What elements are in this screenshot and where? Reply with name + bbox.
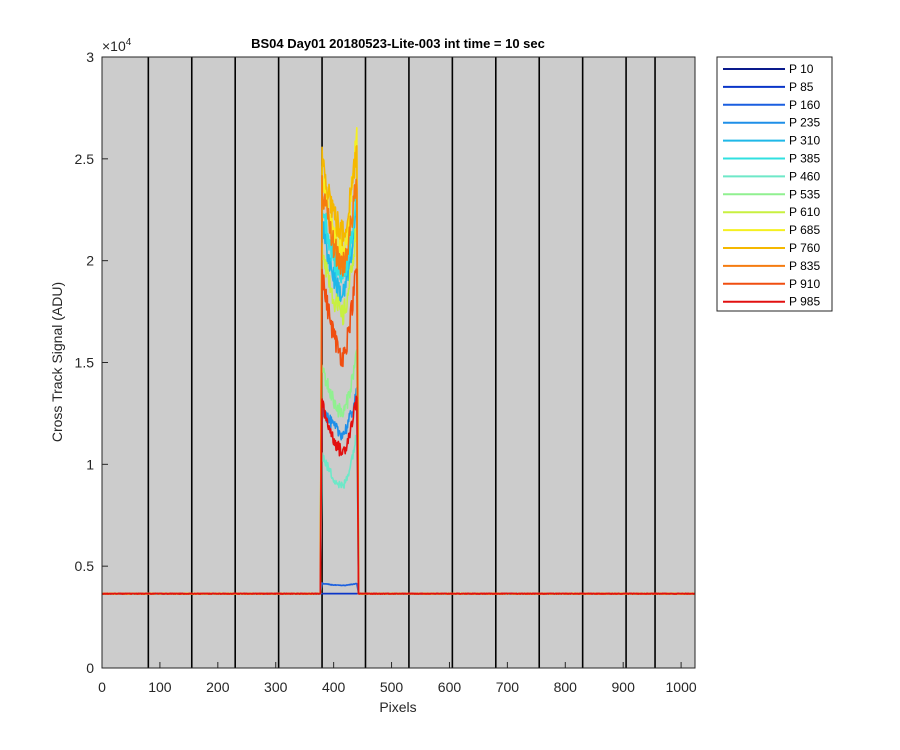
legend-label: P 685 xyxy=(789,223,820,237)
y-tick-label: 3 xyxy=(86,49,94,65)
y-tick-label: 1.5 xyxy=(75,355,95,371)
axes-background xyxy=(102,57,695,668)
x-tick-label: 0 xyxy=(98,679,106,695)
legend-box xyxy=(716,56,833,312)
y-exponent-label: ×104 xyxy=(102,37,132,54)
legend-label: P 535 xyxy=(789,187,820,201)
x-tick-label: 600 xyxy=(438,679,462,695)
legend-label: P 985 xyxy=(789,295,820,309)
y-axis-label: Cross Track Signal (ADU) xyxy=(49,282,65,442)
chart-title: BS04 Day01 20180523-Lite-003 int time = … xyxy=(251,36,545,51)
x-tick-label: 100 xyxy=(148,679,172,695)
legend-label: P 835 xyxy=(789,259,820,273)
y-tick-label: 0.5 xyxy=(75,558,95,574)
legend-label: P 460 xyxy=(789,169,820,183)
legend-label: P 910 xyxy=(789,277,820,291)
y-exponent-power: 4 xyxy=(126,37,132,48)
x-tick-label: 1000 xyxy=(666,679,697,695)
y-axis-ticks: 0 0.5 1 1.5 2 2.5 3 xyxy=(75,49,108,676)
legend-label: P 85 xyxy=(789,80,814,94)
y-tick-label: 1 xyxy=(86,456,94,472)
legend-label: P 610 xyxy=(789,205,820,219)
legend-label: P 760 xyxy=(789,241,820,255)
x-axis-ticks: 0 100 200 300 400 500 600 700 800 900 1000 xyxy=(98,662,697,695)
x-tick-label: 900 xyxy=(612,679,636,695)
legend-label: P 10 xyxy=(789,62,814,76)
x-tick-label: 700 xyxy=(496,679,520,695)
legend-label: P 235 xyxy=(789,116,820,130)
x-tick-label: 300 xyxy=(264,679,288,695)
y-tick-label: 2 xyxy=(86,253,94,269)
x-tick-label: 400 xyxy=(322,679,346,695)
legend-label: P 310 xyxy=(789,134,820,148)
x-tick-label: 500 xyxy=(380,679,404,695)
y-tick-label: 2.5 xyxy=(75,151,95,167)
legend-label: P 385 xyxy=(789,152,820,166)
x-tick-label: 200 xyxy=(206,679,230,695)
legend: P 10 P 85 P 160 P 235 P 310 P 385 P 460 P 535 P … xyxy=(716,56,833,312)
y-tick-label: 0 xyxy=(86,660,94,676)
series-lines xyxy=(101,127,696,595)
x-tick-label: 800 xyxy=(554,679,578,695)
x-axis-label: Pixels xyxy=(379,699,416,715)
series-line xyxy=(101,395,696,595)
legend-items: P 10 P 85 P 160 P 235 P 310 P 385 P 460 P 535 P … xyxy=(723,62,820,309)
legend-label: P 160 xyxy=(789,98,820,112)
